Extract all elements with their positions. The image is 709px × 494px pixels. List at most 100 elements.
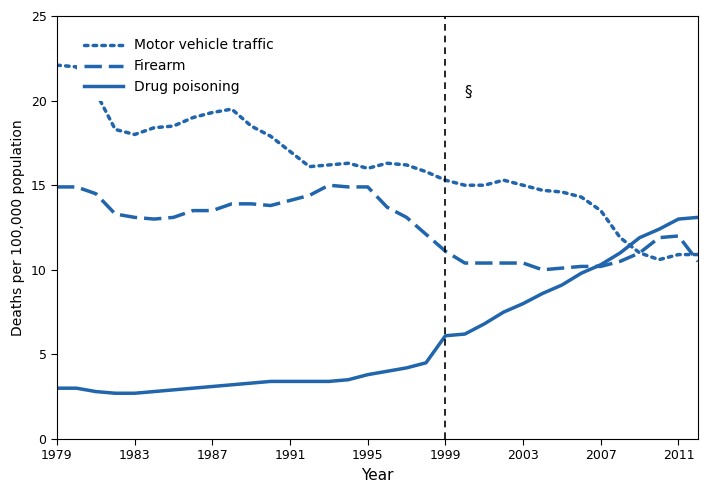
Motor vehicle traffic	[693, 251, 702, 257]
Firearm	[655, 235, 664, 241]
Drug poisoning	[558, 282, 566, 288]
Firearm	[402, 214, 411, 220]
Drug poisoning	[52, 385, 61, 391]
Motor vehicle traffic	[616, 235, 625, 241]
Firearm	[189, 207, 197, 213]
Motor vehicle traffic	[52, 62, 61, 68]
Motor vehicle traffic	[305, 164, 313, 169]
Firearm	[519, 260, 527, 266]
Motor vehicle traffic	[72, 64, 81, 70]
Y-axis label: Deaths per 100,000 population: Deaths per 100,000 population	[11, 119, 25, 336]
Motor vehicle traffic	[461, 182, 469, 188]
Motor vehicle traffic	[558, 189, 566, 195]
Firearm	[247, 201, 255, 207]
Firearm	[577, 263, 586, 269]
Firearm	[441, 248, 450, 254]
Firearm	[72, 184, 81, 190]
Drug poisoning	[364, 371, 372, 377]
Motor vehicle traffic	[596, 207, 605, 213]
Drug poisoning	[499, 309, 508, 315]
Firearm	[169, 214, 178, 220]
Drug poisoning	[169, 387, 178, 393]
Drug poisoning	[674, 216, 683, 222]
Motor vehicle traffic	[247, 123, 255, 129]
Firearm	[305, 193, 313, 199]
Firearm	[364, 184, 372, 190]
Drug poisoning	[480, 321, 489, 327]
Motor vehicle traffic	[383, 160, 391, 166]
Drug poisoning	[616, 250, 625, 256]
Drug poisoning	[422, 360, 430, 366]
Drug poisoning	[208, 383, 216, 389]
Drug poisoning	[538, 290, 547, 296]
Drug poisoning	[91, 389, 100, 395]
Drug poisoning	[189, 385, 197, 391]
Motor vehicle traffic	[577, 194, 586, 200]
Firearm	[674, 233, 683, 239]
Drug poisoning	[344, 377, 352, 383]
Line: Motor vehicle traffic: Motor vehicle traffic	[57, 65, 698, 260]
Motor vehicle traffic	[655, 257, 664, 263]
Motor vehicle traffic	[635, 250, 644, 256]
Drug poisoning	[325, 378, 333, 384]
Motor vehicle traffic	[189, 115, 197, 121]
Drug poisoning	[267, 378, 275, 384]
Firearm	[91, 191, 100, 197]
Motor vehicle traffic	[228, 106, 236, 112]
Motor vehicle traffic	[169, 123, 178, 129]
Firearm	[693, 258, 702, 264]
Drug poisoning	[111, 390, 120, 396]
Drug poisoning	[519, 301, 527, 307]
Firearm	[480, 260, 489, 266]
Line: Firearm: Firearm	[57, 185, 698, 270]
Firearm	[499, 260, 508, 266]
Firearm	[325, 182, 333, 188]
Drug poisoning	[72, 385, 81, 391]
Firearm	[111, 211, 120, 217]
Drug poisoning	[228, 382, 236, 388]
Firearm	[383, 204, 391, 210]
Legend: Motor vehicle traffic, Firearm, Drug poisoning: Motor vehicle traffic, Firearm, Drug poi…	[77, 32, 280, 101]
Firearm	[558, 265, 566, 271]
Motor vehicle traffic	[519, 182, 527, 188]
Firearm	[596, 263, 605, 269]
Firearm	[52, 184, 61, 190]
Drug poisoning	[247, 380, 255, 386]
Drug poisoning	[577, 270, 586, 276]
Drug poisoning	[402, 365, 411, 371]
Motor vehicle traffic	[364, 165, 372, 171]
Motor vehicle traffic	[441, 177, 450, 183]
Firearm	[635, 250, 644, 256]
Motor vehicle traffic	[267, 133, 275, 139]
Drug poisoning	[693, 214, 702, 220]
Motor vehicle traffic	[422, 169, 430, 175]
Firearm	[208, 207, 216, 213]
Drug poisoning	[305, 378, 313, 384]
Motor vehicle traffic	[286, 148, 294, 154]
Motor vehicle traffic	[674, 251, 683, 257]
Firearm	[228, 201, 236, 207]
Motor vehicle traffic	[480, 182, 489, 188]
Firearm	[130, 214, 139, 220]
Firearm	[344, 184, 352, 190]
Motor vehicle traffic	[150, 125, 158, 131]
X-axis label: Year: Year	[361, 468, 393, 483]
Motor vehicle traffic	[402, 162, 411, 168]
Drug poisoning	[286, 378, 294, 384]
Motor vehicle traffic	[208, 110, 216, 116]
Motor vehicle traffic	[130, 131, 139, 137]
Firearm	[461, 260, 469, 266]
Drug poisoning	[130, 390, 139, 396]
Line: Drug poisoning: Drug poisoning	[57, 217, 698, 393]
Motor vehicle traffic	[91, 89, 100, 95]
Drug poisoning	[150, 389, 158, 395]
Motor vehicle traffic	[499, 177, 508, 183]
Firearm	[267, 203, 275, 208]
Firearm	[150, 216, 158, 222]
Firearm	[286, 198, 294, 204]
Text: §: §	[465, 84, 472, 100]
Firearm	[422, 231, 430, 237]
Drug poisoning	[383, 369, 391, 374]
Firearm	[538, 267, 547, 273]
Drug poisoning	[655, 226, 664, 232]
